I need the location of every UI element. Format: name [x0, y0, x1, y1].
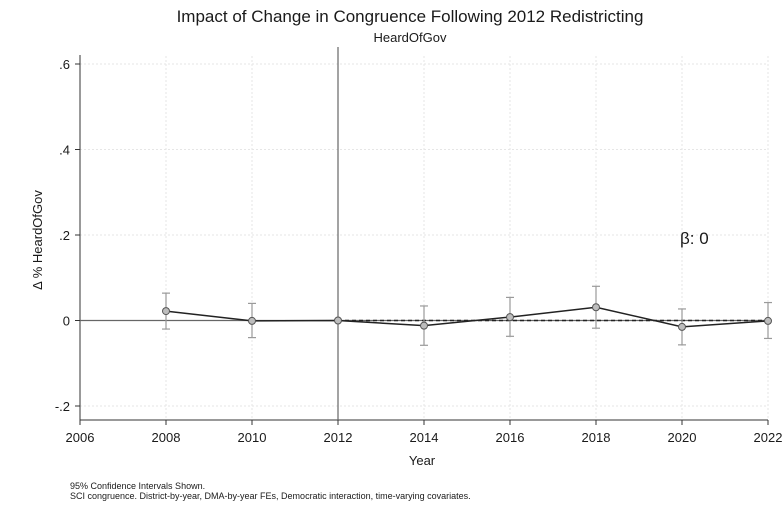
tick-labels: -.2 0 .2 .4 .6 2006 2008 2010 2012 2014 2016 2018 20… [55, 57, 783, 445]
data-point [506, 313, 514, 322]
x-tick-label: 2018 [582, 430, 611, 445]
y-tick-label: .6 [59, 57, 70, 72]
x-tick-label: 2016 [496, 430, 525, 445]
y-tick-label: .4 [59, 143, 70, 158]
data-point [420, 321, 428, 330]
x-tick-label: 2014 [410, 430, 439, 445]
x-tick-label: 2006 [66, 430, 95, 445]
note-ci: 95% Confidence Intervals Shown. [70, 481, 205, 491]
chart-subtitle: HeardOfGov [374, 30, 447, 45]
grid [80, 56, 769, 420]
x-axis-label: Year [409, 453, 436, 468]
x-tick-label: 2020 [668, 430, 697, 445]
data-point [764, 316, 772, 325]
x-tick-label: 2012 [324, 430, 353, 445]
x-tick-label: 2022 [754, 430, 783, 445]
y-axis-label: Δ % HeardOfGov [30, 190, 45, 290]
x-tick-label: 2010 [238, 430, 267, 445]
beta-annotation: β: 0 [680, 229, 709, 248]
y-tick-label: 0 [63, 314, 70, 329]
chart-title: Impact of Change in Congruence Following… [177, 7, 644, 26]
note-spec: SCI congruence. District-by-year, DMA-by… [70, 491, 471, 501]
series-line [165, 306, 769, 328]
data-point [334, 316, 342, 325]
y-tick-label: -.2 [55, 399, 70, 414]
data-marks [80, 47, 772, 420]
data-point [592, 303, 600, 312]
data-point [678, 322, 686, 331]
y-tick-label: .2 [59, 228, 70, 243]
x-tick-label: 2008 [152, 430, 181, 445]
data-point [162, 307, 170, 316]
data-point [248, 316, 256, 325]
